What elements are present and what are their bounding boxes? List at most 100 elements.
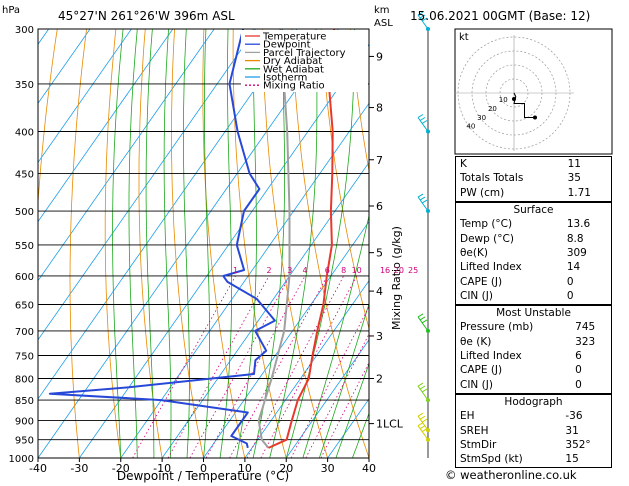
wind-barb [417, 422, 430, 442]
hodograph-kt-label: kt [459, 32, 469, 43]
pressure-tick-label: 650 [15, 301, 34, 312]
mixing-ratio-line [132, 275, 236, 458]
mixing-ratio-label: 2 [266, 266, 271, 275]
index-label: Dewp (°C) [460, 232, 514, 245]
surface-box: Surface Temp (°C) 13.6 Dewp (°C) 8.8 θe(K)… [455, 202, 612, 305]
index-value: 35 [567, 172, 581, 185]
altitude-tick-label: 5 [376, 247, 383, 260]
altitude-tick-label: 9 [376, 50, 383, 63]
altitude-tick-label: 3 [376, 330, 383, 343]
index-value: -36 [565, 410, 583, 423]
index-row-totals: Totals Totals 35 [456, 171, 611, 185]
index-label: K [460, 158, 467, 171]
wind-barb [417, 193, 430, 214]
pressure-tick-label: 400 [15, 128, 34, 139]
mixing-ratio-label: 6 [325, 266, 330, 275]
mixing-ratio-label: 3 [287, 266, 292, 275]
altitude-tick-label: 1LCL [376, 418, 404, 431]
surface-row: θe(K) 309 [456, 246, 611, 260]
pressure-tick-label: 500 [15, 207, 34, 218]
location-title: 45°27'N 261°26'W 396m ASL [58, 9, 235, 23]
pressure-tick-label: 800 [15, 374, 34, 385]
altitude-tick-label: 4 [376, 285, 383, 298]
hodograph-ring-label: 10 [499, 96, 508, 104]
pressure-tick-label: 350 [15, 80, 34, 91]
wind-barb [417, 313, 430, 333]
wind-barb [417, 11, 430, 31]
index-label: Lifted Index [460, 350, 522, 363]
index-label: θe (K) [460, 335, 492, 348]
legend-label: Temperature [262, 32, 326, 43]
index-label: CIN (J) [460, 289, 493, 302]
parcel-trajectory-line [257, 29, 291, 449]
pressure-tick-label: 850 [15, 396, 34, 407]
surface-row: Lifted Index 14 [456, 260, 611, 274]
dry-adiabat-line [350, 29, 369, 173]
isotherm-line [203, 220, 369, 458]
x-axis-label: Dewpoint / Temperature (°C) [117, 469, 289, 483]
km-label: km [374, 5, 390, 16]
index-value: 31 [565, 424, 579, 437]
x-tick-label: -10 [153, 462, 171, 475]
index-label: PW (cm) [460, 186, 505, 199]
index-value: 13.6 [566, 218, 591, 231]
mixing-ratio-line [167, 275, 270, 458]
legend-label: Wet Adiabat [263, 64, 324, 75]
pressure-tick-label: 750 [15, 351, 34, 362]
x-tick-label: 20 [279, 462, 293, 475]
index-value: 8.8 [566, 232, 584, 245]
dry-adiabat-line [614, 29, 629, 458]
dry-adiabat-line [38, 29, 58, 458]
index-label: CIN (J) [460, 378, 493, 391]
index-label: Totals Totals [460, 172, 524, 185]
hodograph-index-table: Hodograph EH -36 SREH 31 StmDir 352° StmSpd… [456, 395, 611, 466]
hodograph-trace [513, 92, 535, 118]
most-unstable-title: Most Unstable [496, 307, 571, 320]
legend-label: Dry Adiabat [263, 56, 322, 67]
profiles [48, 29, 336, 449]
pressure-tick-label: 300 [15, 25, 34, 36]
isotherm-line [161, 161, 369, 458]
hodo-row: StmDir 352° [456, 438, 611, 452]
dewpoint-line [48, 29, 276, 449]
hodograph-ring-label: 20 [488, 105, 497, 113]
legend-label: Mixing Ratio [263, 81, 325, 92]
index-label: Lifted Index [460, 261, 522, 274]
most-unstable-box: Most Unstable Pressure (mb) 745 θe (K) 323… [455, 305, 612, 394]
altitude-tick-label: 8 [376, 102, 383, 115]
legend-label: Dewpoint [263, 40, 311, 51]
x-tick-label: -30 [70, 462, 88, 475]
hpa-label: hPa [2, 5, 20, 16]
x-tick-label: 10 [238, 462, 252, 475]
isotherm-line [38, 29, 132, 164]
index-value: 14 [566, 261, 581, 274]
hodograph-ring-label: 40 [466, 123, 475, 131]
mixing-ratio-axis-label: Mixing Ratio (g/kg) [390, 226, 403, 330]
index-label: θe(K) [460, 247, 488, 260]
wind-barbs [417, 11, 430, 458]
altitude-tick-label: 7 [376, 154, 383, 167]
altitude-tick-label: 6 [376, 200, 383, 213]
legend-label: Isotherm [263, 73, 307, 84]
mixing-ratio-label: 4 [302, 266, 307, 275]
index-value: 0 [566, 275, 574, 288]
hodo-row: StmSpd (kt) 15 [456, 452, 611, 466]
mu-row: CAPE (J) 0 [456, 363, 611, 377]
wind-barb [417, 114, 430, 134]
surface-title: Surface [513, 204, 554, 217]
hodograph-ring-label: 30 [477, 114, 486, 122]
index-row-pw: PW (cm) 1.71 [456, 186, 611, 200]
index-label: SREH [460, 424, 489, 437]
wet-adiabat-line [335, 362, 369, 458]
wind-barb [417, 382, 430, 403]
index-value: 745 [575, 321, 596, 334]
isotherm-line [38, 29, 91, 105]
index-value: 0 [566, 289, 574, 302]
temperature-line [268, 29, 336, 449]
mixing-ratio-label: 8 [341, 266, 346, 275]
indices-top-table: K 11 Totals Totals 35 PW (cm) 1.71 [456, 157, 611, 200]
hodograph-index-title: Hodograph [504, 396, 563, 409]
most-unstable-table: Most Unstable Pressure (mb) 745 θe (K) 323… [456, 306, 611, 392]
x-tick-label: -40 [29, 462, 47, 475]
datetime-title: 15.06.2021 00GMT (Base: 12) [410, 9, 590, 23]
